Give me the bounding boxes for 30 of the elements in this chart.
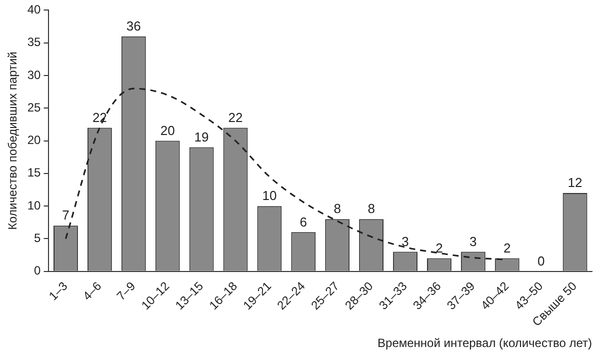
x-tick-label: 4–6 [80, 278, 104, 304]
y-tick-label: 10 [27, 198, 42, 212]
y-tick-label: 5 [34, 231, 42, 246]
y-axis-title: Количество победивших партий [6, 52, 20, 230]
data-label: 2 [504, 240, 511, 256]
data-label: 0 [537, 253, 545, 268]
x-tick-label: 7–9 [114, 278, 138, 304]
y-tick-label: 30 [27, 68, 42, 82]
data-label: 3 [470, 234, 477, 249]
data-label: 7 [62, 208, 70, 223]
data-label: 36 [126, 18, 141, 34]
y-tick-label: 20 [27, 133, 42, 148]
y-tick-label: 0 [34, 264, 42, 278]
y-tick-label: 25 [27, 100, 42, 114]
data-label: 20 [160, 122, 175, 138]
data-label: 10 [262, 188, 277, 204]
data-label: 22 [92, 110, 107, 125]
data-label: 2 [436, 240, 443, 256]
x-tick-label: 1–3 [46, 278, 70, 304]
y-tick-label: 35 [27, 35, 42, 50]
data-label: 19 [194, 129, 209, 144]
data-label: 8 [334, 201, 341, 216]
data-label: 8 [368, 201, 375, 216]
x-axis-title: Временной интервал (количество лет) [378, 336, 592, 350]
y-tick-label: 15 [27, 166, 42, 180]
y-tick-label: 40 [27, 2, 42, 17]
data-label: 6 [300, 214, 308, 230]
data-label: 22 [228, 110, 243, 125]
data-label: 12 [568, 175, 582, 190]
data-label: 3 [402, 234, 409, 249]
